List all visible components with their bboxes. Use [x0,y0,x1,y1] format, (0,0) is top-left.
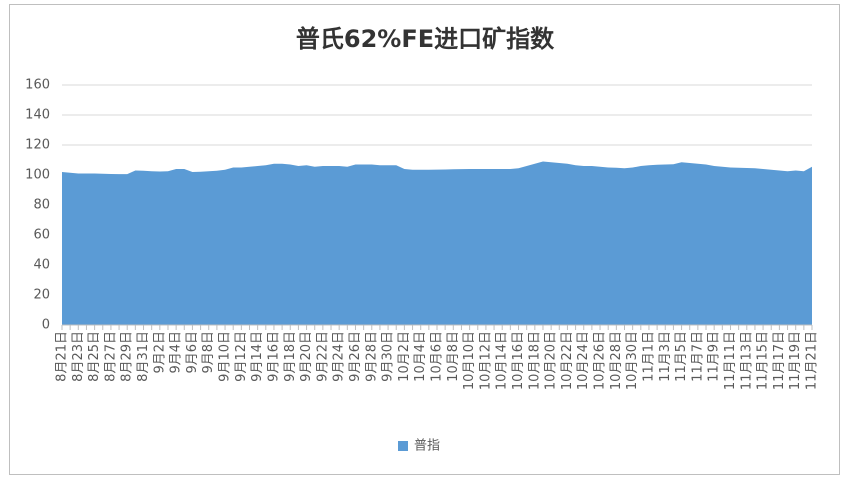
x-tick-label: 10月4日 [413,331,428,382]
x-tick-label: 10月8日 [446,331,461,382]
y-tick-label: 100 [25,168,50,183]
x-tick-label: 9月8日 [201,331,216,374]
x-tick-label: 9月6日 [185,331,200,374]
x-tick-label: 11月21日 [805,331,820,390]
x-tick-label: 9月14日 [250,331,265,382]
x-tick-label: 8月29日 [120,331,135,382]
y-tick-label: 120 [25,138,50,153]
y-tick-label: 160 [25,78,50,93]
x-tick-label: 11月1日 [641,331,656,382]
chart-title: 普氏62%FE进口矿指数 [296,25,555,53]
x-tick-label: 10月18日 [527,331,542,390]
x-tick-label: 8月31日 [136,331,151,382]
x-tick-label: 9月2日 [152,331,167,374]
x-tick-label: 9月22日 [315,331,330,382]
x-tick-label: 11月7日 [690,331,705,382]
x-tick-label: 9月12日 [234,331,249,382]
x-tick-label: 10月30日 [625,331,640,390]
x-tick-label: 9月20日 [299,331,314,382]
x-tick-label: 10月14日 [495,331,510,390]
x-tick-label: 9月4日 [169,331,184,374]
x-tick-label: 8月21日 [55,331,70,382]
x-tick-label: 11月15日 [756,331,771,390]
x-tick-label: 10月28日 [609,331,624,390]
y-tick-label: 140 [25,108,50,123]
y-tick-label: 80 [33,198,50,213]
x-tick-label: 11月5日 [674,331,689,382]
x-tick-label: 9月16日 [266,331,281,382]
x-tick-label: 10月6日 [430,331,445,382]
x-tick-label: 8月27日 [103,331,118,382]
y-tick-label: 60 [33,228,50,243]
x-tick-label: 10月22日 [560,331,575,390]
x-tick-label: 8月25日 [87,331,102,382]
y-tick-label: 20 [33,288,50,303]
x-tick-label: 9月10日 [218,331,233,382]
x-tick-label: 10月26日 [593,331,608,390]
legend-label: 普指 [414,439,440,454]
x-tick-label: 10月2日 [397,331,412,382]
x-tick-label: 11月17日 [772,331,787,390]
x-tick-label: 9月18日 [283,331,298,382]
x-tick-label: 9月24日 [332,331,347,382]
x-tick-label: 8月23日 [71,331,86,382]
x-tick-label: 10月24日 [576,331,591,390]
x-tick-label: 11月19日 [788,331,803,390]
x-tick-label: 9月30日 [381,331,396,382]
x-tick-label: 11月3日 [658,331,673,382]
x-tick-label: 9月28日 [364,331,379,382]
x-tick-label: 10月16日 [511,331,526,390]
x-tick-label: 11月11日 [723,331,738,390]
x-tick-label: 11月9日 [707,331,722,382]
y-tick-label: 40 [33,258,50,273]
x-tick-label: 10月20日 [544,331,559,390]
x-tick-label: 10月10日 [462,331,477,390]
x-tick-label: 10月12日 [478,331,493,390]
area [62,161,812,325]
legend-swatch [398,441,408,451]
y-tick-label: 0 [42,318,50,333]
x-tick-label: 11月13日 [739,331,754,390]
x-tick-label: 9月26日 [348,331,363,382]
